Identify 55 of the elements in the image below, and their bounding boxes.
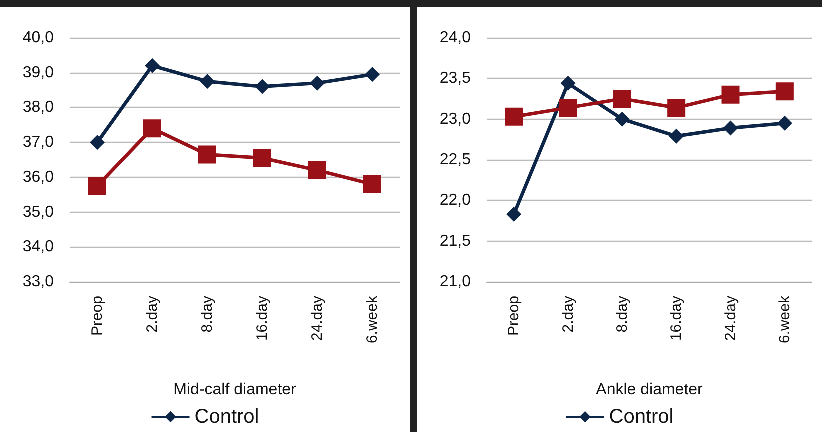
y-tick-label: 34,0	[22, 238, 54, 256]
y-tick-label: 36,0	[22, 168, 54, 186]
point	[505, 108, 524, 126]
point	[254, 149, 272, 168]
point	[308, 161, 326, 180]
y-tick-label: 22,5	[440, 152, 472, 168]
y-tick-label: 39,0	[22, 64, 54, 82]
y-tick-label: 21,0	[440, 274, 472, 290]
y-tick-label: 22,0	[440, 192, 472, 210]
point	[310, 76, 325, 91]
point	[145, 58, 160, 74]
x-tick-label: 24.day	[722, 296, 740, 342]
point	[560, 76, 576, 92]
y-tick-label: 21,5	[440, 232, 472, 250]
point	[722, 86, 740, 104]
x-axis-title: Mid-calf diameter	[174, 382, 298, 398]
x-axis-title: Ankle diameter	[596, 382, 704, 398]
x-tick-label: Preop	[506, 296, 523, 336]
point	[365, 67, 380, 82]
point	[200, 74, 215, 90]
x-tick-label: 16.day	[254, 296, 271, 342]
y-tick-label: 37,0	[22, 134, 54, 152]
x-tick-label: 2.day	[560, 296, 577, 333]
x-tick-label: 6.week	[364, 296, 381, 344]
x-tick-label: 6.week	[776, 296, 794, 344]
x-tick-label: 2.day	[144, 296, 161, 333]
x-tick-label: 24.day	[309, 296, 326, 342]
x-tick-label: Preop	[89, 296, 106, 336]
y-tick-label: 23,0	[440, 110, 472, 128]
point	[255, 79, 270, 94]
point	[777, 116, 792, 131]
point	[198, 146, 216, 164]
point	[144, 120, 162, 138]
point	[88, 177, 106, 196]
point	[559, 98, 578, 117]
point	[776, 82, 794, 101]
point	[90, 135, 105, 150]
point	[506, 206, 522, 222]
x-tick-label: 16.day	[668, 296, 686, 342]
y-tick-label: 40,0	[22, 30, 54, 46]
y-tick-label: 23,5	[440, 70, 472, 88]
point	[614, 112, 630, 127]
y-tick-label: 24,0	[440, 30, 472, 46]
point	[364, 175, 382, 194]
y-tick-label: 35,0	[22, 204, 54, 221]
point	[723, 120, 738, 136]
legend-label: Control	[609, 406, 674, 428]
x-tick-label: 8.day	[199, 296, 216, 333]
legend-label: Control	[194, 406, 260, 428]
x-tick-label: 8.day	[614, 296, 631, 333]
point	[613, 90, 632, 108]
point	[669, 128, 684, 144]
point	[668, 98, 686, 117]
y-tick-label: 38,0	[22, 99, 54, 116]
y-tick-label: 33,0	[22, 274, 54, 290]
